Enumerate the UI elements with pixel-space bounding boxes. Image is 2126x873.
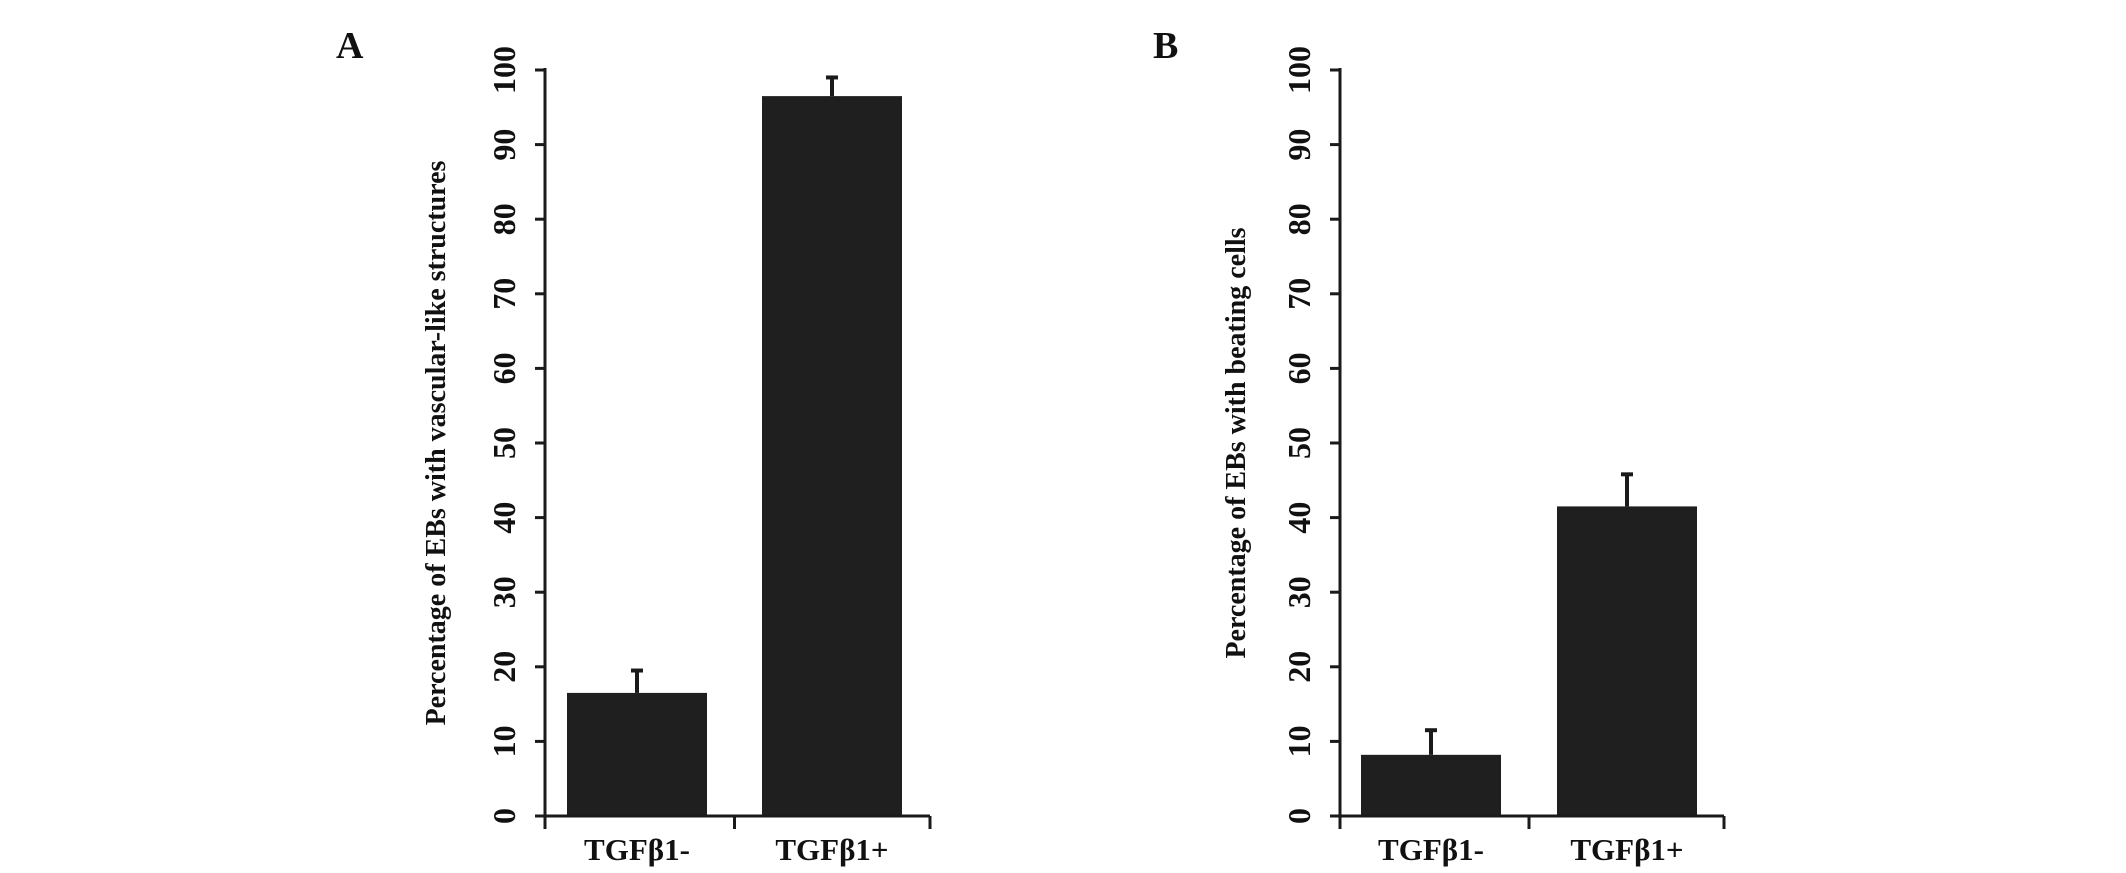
y-tick-label: 90 [1281, 129, 1317, 161]
y-tick-label: 30 [486, 576, 522, 608]
x-tick-label: TGFβ1- [584, 832, 690, 867]
y-tick-label: 10 [486, 725, 522, 757]
y-tick-label: 60 [1281, 352, 1317, 384]
y-tick-label: 50 [486, 427, 522, 459]
y-tick-label: 70 [1281, 278, 1317, 310]
y-axis-title: Percentage of EBs with beating cells [1221, 227, 1252, 658]
x-tick-label: TGFβ1+ [1570, 832, 1683, 867]
panel-letter: A [336, 25, 364, 67]
panel-letter: B [1153, 25, 1178, 67]
y-tick-label: 40 [1281, 502, 1317, 534]
y-tick-label: 60 [486, 352, 522, 384]
y-tick-label: 40 [486, 502, 522, 534]
bar-1 [1361, 754, 1501, 816]
y-tick-label: 30 [1281, 576, 1317, 608]
bar-2 [762, 96, 902, 817]
bar-1 [567, 692, 707, 816]
y-tick-label: 70 [486, 278, 522, 310]
y-tick-label: 90 [486, 129, 522, 161]
y-tick-label: 0 [1281, 808, 1317, 824]
y-tick-label: 100 [1281, 46, 1317, 94]
y-axis-title: Percentage of EBs with vascular-like str… [421, 160, 452, 725]
chart-panel-a: A 0 10 20 30 40 50 60 70 80 90 100 TGFβ1- TGFβ1+ Perce… [336, 25, 932, 867]
y-tick-label: 50 [1281, 427, 1317, 459]
x-tick-label: TGFβ1- [1378, 832, 1484, 867]
y-tick-label: 80 [1281, 203, 1317, 235]
bar-2 [1557, 506, 1697, 816]
y-tick-label: 80 [486, 203, 522, 235]
y-tick-label: 20 [486, 651, 522, 683]
y-tick-label: 10 [1281, 725, 1317, 757]
y-tick-label: 0 [486, 808, 522, 824]
chart-panel-b: B 0 10 20 30 40 50 60 70 80 90 100 TGFβ1- TGFβ1+ Perce… [1153, 25, 1726, 867]
y-tick-label: 20 [1281, 651, 1317, 683]
y-tick-label: 100 [486, 46, 522, 94]
x-tick-label: TGFβ1+ [775, 832, 888, 867]
